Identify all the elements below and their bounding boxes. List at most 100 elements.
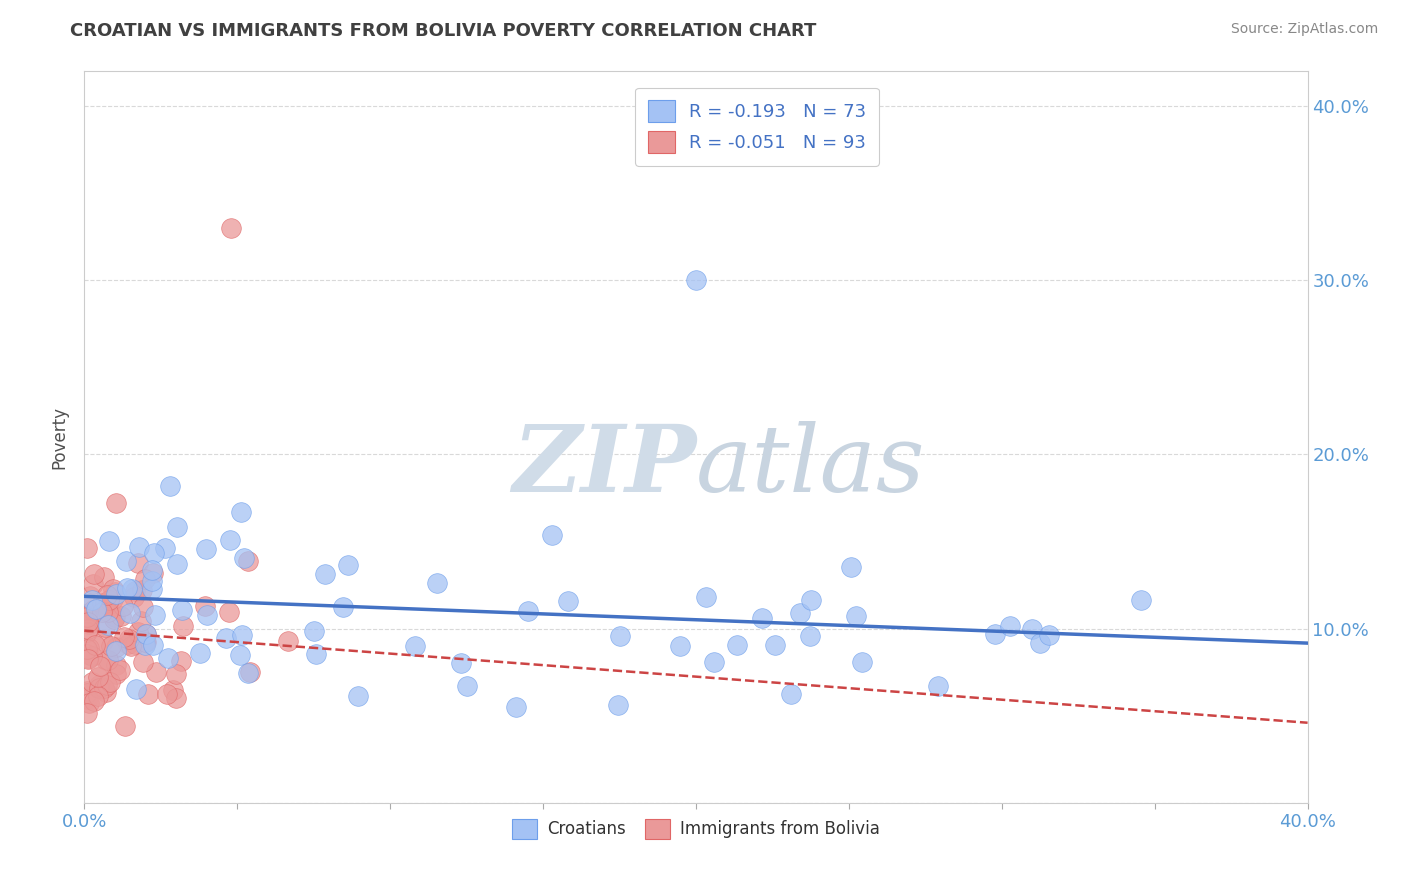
Point [83,638,105,652]
Point [609,629,631,643]
Point [76,691,98,706]
Point [142,638,165,652]
Point [76,683,98,698]
Point [134,635,156,649]
Text: atlas: atlas [696,421,925,511]
Point [142,546,165,560]
Point [1021,622,1043,636]
Point [97,593,120,607]
Point [703,655,725,669]
Point [114,554,136,568]
Point [90,596,112,610]
Point [76,625,98,640]
Point [115,582,138,596]
Point [214,631,236,645]
Point [76,706,98,720]
Point [87,681,110,695]
Point [100,640,122,654]
Point [188,646,211,660]
Point [134,638,156,652]
Point [76,648,98,662]
Point [194,599,217,613]
Point [165,691,187,706]
Point [97,653,120,667]
Point [77,622,100,636]
Point [80,648,103,663]
Point [135,635,157,649]
Point [404,639,426,653]
Point [236,554,259,568]
Point [105,657,128,672]
Point [77,615,100,629]
Point [89,677,111,691]
Point [1029,636,1052,650]
Point [172,602,194,616]
Point [135,627,157,641]
Point [540,528,562,542]
Point [219,533,242,548]
Point [145,665,167,680]
Point [96,588,118,602]
Point [124,590,146,604]
Point [104,610,127,624]
Point [91,634,114,648]
Point [156,651,179,665]
Point [141,582,163,596]
Point [84,602,107,616]
Point [79,589,101,603]
Point [76,642,98,657]
Point [110,609,132,624]
Point [76,609,98,624]
Point [302,624,325,639]
Point [763,638,786,652]
Point [336,558,359,572]
Point [128,540,150,554]
Point [96,598,118,612]
Point [669,640,692,654]
Point [77,696,100,710]
Point [93,596,115,610]
Point [117,632,139,647]
Point [557,594,579,608]
Point [76,609,98,624]
Point [104,587,127,601]
Point [104,495,127,509]
Point [751,611,773,625]
Point [127,556,149,570]
Point [103,612,125,626]
Point [685,273,707,287]
Point [156,687,179,701]
Point [238,666,260,681]
Point [105,666,128,681]
Point [799,629,821,643]
Point [142,566,165,581]
Point [83,567,105,582]
Legend: Croatians, Immigrants from Bolivia: Croatians, Immigrants from Bolivia [505,812,887,846]
Point [76,651,98,665]
Point [229,648,252,662]
Point [101,591,124,606]
Point [104,640,127,654]
Point [998,619,1021,633]
Point [94,652,117,666]
Point [347,689,370,703]
Point [141,563,163,577]
Point [845,609,868,624]
Point [779,687,801,701]
Point [839,560,862,574]
Point [101,582,124,597]
Point [117,637,139,651]
Point [93,570,115,584]
Point [132,600,155,615]
Point [125,682,148,697]
Point [426,575,449,590]
Point [76,686,98,700]
Point [456,679,478,693]
Point [83,694,105,708]
Point [98,533,121,548]
Point [76,541,98,555]
Point [789,606,811,620]
Point [124,637,146,651]
Point [80,675,103,690]
Point [131,583,153,598]
